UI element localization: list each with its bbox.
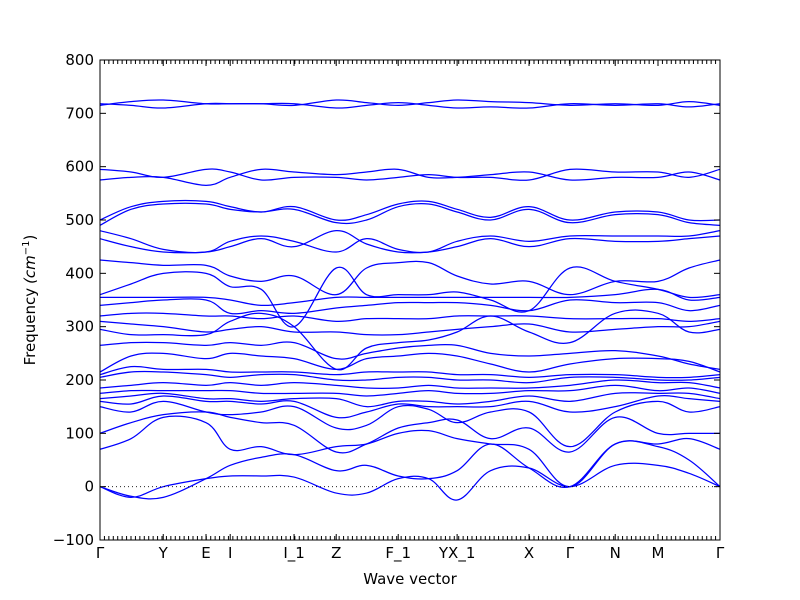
band-line-22 <box>99 230 721 254</box>
band-line-10 <box>99 370 721 384</box>
band-line-20 <box>99 259 721 296</box>
band-line-14 <box>99 309 721 371</box>
band-line-24 <box>99 199 721 222</box>
band-line-11 <box>99 365 721 379</box>
x-tick-label: Γ <box>716 544 725 562</box>
band-line-12 <box>99 352 721 373</box>
y-tick-label: 400 <box>65 264 94 282</box>
y-tick-label: 700 <box>65 104 94 122</box>
x-tick-label: Y <box>158 544 169 562</box>
x-tick-label: I_1 <box>283 544 304 563</box>
x-tick-label: I <box>228 544 232 562</box>
y-axis-ticks: −100 0 100 200 300 400 500 600 700 800 <box>53 51 720 549</box>
x-tick-label: Γ <box>566 544 575 562</box>
band-line-8 <box>99 384 721 397</box>
band-line-1 <box>99 462 721 501</box>
x-axis-ticks: Γ Y E I I_1 Z F_1 YX_1 X Γ N M Γ <box>96 60 725 563</box>
y-axis-unit-exponent: −1 <box>21 240 32 255</box>
band-line-13 <box>99 341 721 370</box>
band-line-9 <box>99 379 721 389</box>
band-line-15 <box>99 320 721 336</box>
x-tick-label: YX_1 <box>438 544 475 563</box>
band-line-7 <box>99 392 721 408</box>
y-axis-unit: (cm <box>21 255 39 284</box>
y-axis-label: Frequency (cm−1) <box>21 235 39 366</box>
x-axis-label: Wave vector <box>363 570 457 588</box>
band-line-3 <box>99 415 721 488</box>
y-tick-label: 600 <box>65 158 94 176</box>
x-tick-label: E <box>201 544 210 562</box>
band-line-5 <box>99 400 721 448</box>
y-tick-label: 0 <box>84 478 94 496</box>
band-line-23 <box>99 202 721 226</box>
y-tick-label: 200 <box>65 371 94 389</box>
y-tick-label: −100 <box>53 531 94 549</box>
x-tick-label: Z <box>331 544 341 562</box>
band-line-28 <box>99 102 721 109</box>
band-line-25 <box>99 168 721 186</box>
x-tick-label: F_1 <box>385 544 411 563</box>
plot-frame <box>99 59 721 541</box>
band-line-18 <box>100 288 721 307</box>
y-tick-label: 500 <box>65 211 94 229</box>
x-tick-label: X <box>524 544 534 562</box>
y-axis-unit-close: ) <box>21 235 39 241</box>
band-line-2 <box>99 440 721 500</box>
band-line-26 <box>99 168 721 181</box>
y-axis-label-text: Frequency <box>21 288 39 366</box>
y-tick-label: 300 <box>65 318 94 336</box>
minor-tick-marks <box>99 60 721 540</box>
y-tick-label: 800 <box>65 51 94 69</box>
y-tick-label: 100 <box>65 424 94 442</box>
band-line-21 <box>99 230 721 254</box>
band-line-17 <box>99 298 721 315</box>
x-tick-label: Γ <box>96 544 105 562</box>
x-tick-label: N <box>610 544 621 562</box>
x-tick-label: M <box>652 544 665 562</box>
band-line-6 <box>99 395 721 419</box>
band-line-16 <box>99 312 721 322</box>
phonon-bands <box>99 99 721 501</box>
